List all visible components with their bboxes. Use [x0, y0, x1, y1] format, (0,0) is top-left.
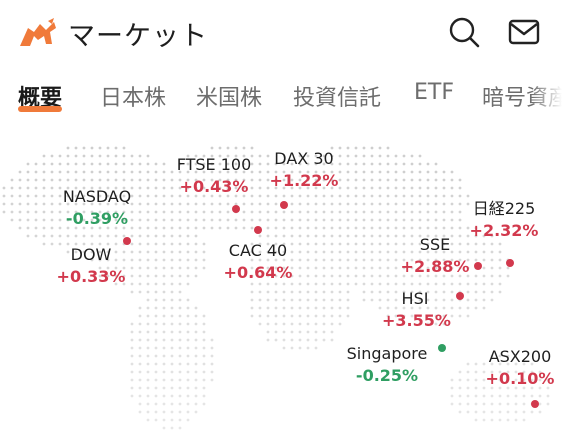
tab-etf[interactable]: ETF — [414, 80, 454, 105]
tab-japan-stocks[interactable]: 日本株 — [100, 86, 167, 111]
market-name: DAX 30 — [274, 149, 334, 168]
market-change: -0.39% — [65, 209, 129, 228]
market-tabs: 概要 日本株 米国株 投資信託 ETF 暗号資産 — [0, 74, 562, 118]
search-button[interactable] — [446, 14, 482, 50]
market-hsi[interactable]: HSI +3.55% — [382, 288, 451, 332]
market-name: Singapore — [346, 344, 428, 363]
market-name: 日経225 — [472, 199, 536, 218]
bull-logo-icon — [18, 18, 58, 48]
market-dot-dax30 — [280, 201, 288, 209]
market-dot-ftse100 — [232, 205, 240, 213]
market-ftse100[interactable]: FTSE 100 +0.43% — [168, 154, 260, 198]
market-name: SSE — [419, 235, 451, 254]
market-name: FTSE 100 — [176, 155, 252, 174]
market-asx200[interactable]: ASX200 +0.10% — [482, 346, 558, 390]
market-dot-cac40 — [254, 226, 262, 234]
market-change: +2.32% — [469, 221, 539, 240]
market-change: +1.22% — [269, 171, 339, 190]
market-dax30[interactable]: DAX 30 +1.22% — [266, 148, 342, 192]
market-nikkei225[interactable]: 日経225 +2.32% — [464, 198, 544, 242]
market-change: +3.55% — [382, 311, 451, 330]
market-dot-nikkei225 — [506, 259, 514, 267]
market-sse[interactable]: SSE +2.88% — [400, 234, 470, 278]
active-tab-indicator — [18, 106, 62, 112]
market-change: +0.33% — [56, 267, 126, 286]
search-icon — [449, 17, 480, 48]
tab-mutual-funds[interactable]: 投資信託 — [293, 86, 382, 111]
market-dot-hsi — [456, 292, 464, 300]
market-change: +2.88% — [400, 257, 470, 276]
tab-us-stocks[interactable]: 米国株 — [196, 86, 263, 111]
market-change: +0.43% — [179, 177, 249, 196]
mail-icon — [508, 19, 540, 45]
market-name: NASDAQ — [62, 187, 132, 206]
market-dot-dow — [123, 237, 131, 245]
market-change: -0.25% — [355, 366, 419, 385]
market-name: CAC 40 — [228, 241, 288, 260]
mail-button[interactable] — [506, 14, 542, 50]
market-name: HSI — [401, 289, 429, 308]
page-title: マーケット — [68, 21, 208, 52]
header-bar: マーケット — [0, 0, 562, 64]
market-singapore[interactable]: Singapore -0.25% — [342, 343, 432, 387]
world-markets-map: NASDAQ -0.39% DOW +0.33% FTSE 100 +0.43%… — [0, 130, 562, 442]
market-nasdaq[interactable]: NASDAQ -0.39% — [52, 186, 142, 230]
market-dot-sse — [474, 262, 482, 270]
world-map-dots — [2, 146, 550, 430]
market-dot-singapore — [438, 344, 446, 352]
market-change: +0.64% — [223, 263, 293, 282]
tabs-scroll-fade — [532, 74, 562, 118]
market-cac40[interactable]: CAC 40 +0.64% — [220, 240, 296, 284]
market-name: DOW — [70, 245, 112, 264]
market-change: +0.10% — [485, 369, 555, 388]
market-dot-asx200 — [531, 400, 539, 408]
market-dow[interactable]: DOW +0.33% — [56, 244, 126, 288]
market-name: ASX200 — [488, 347, 552, 366]
